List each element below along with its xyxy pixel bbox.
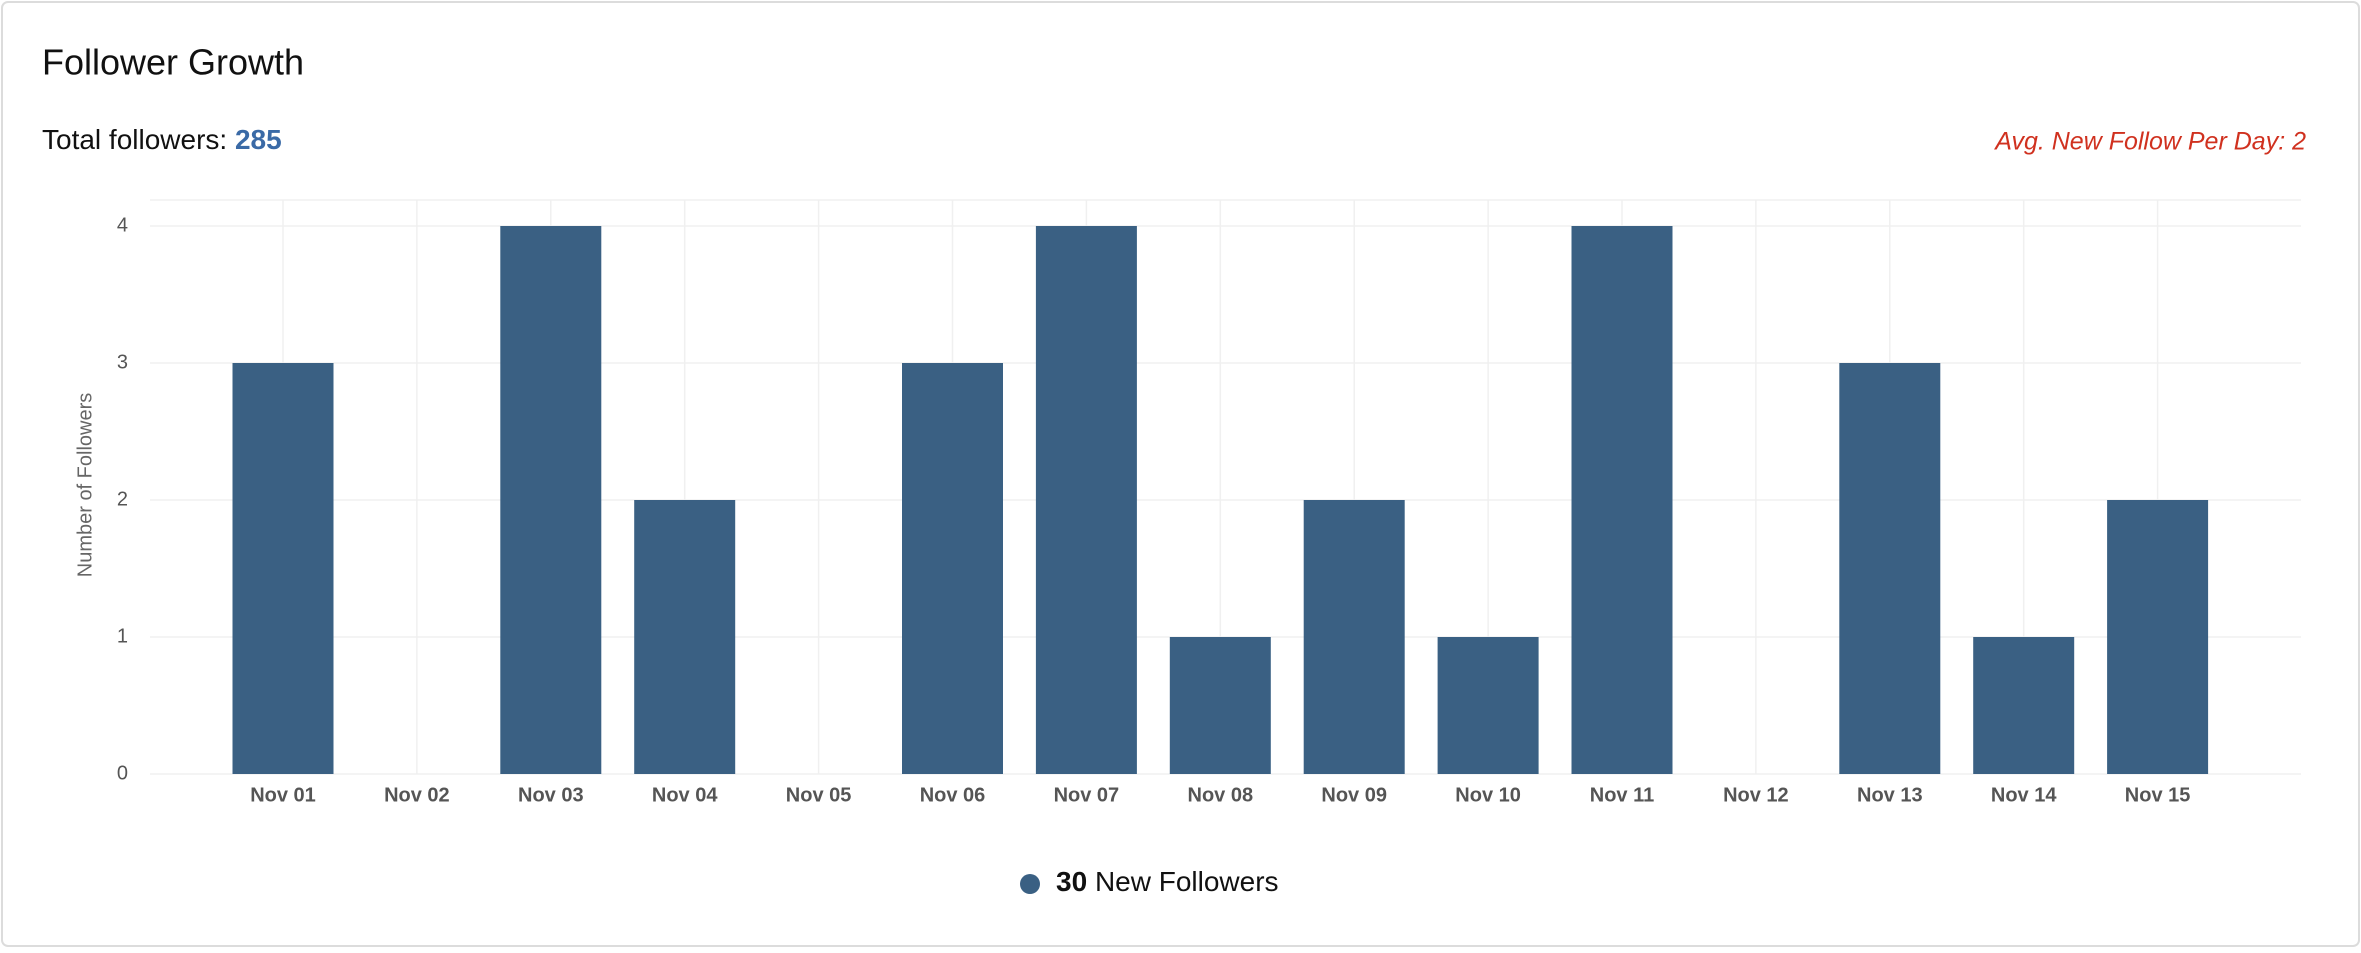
x-tick-label: Nov 08 [1188,784,1254,806]
bar [1571,226,1673,774]
bar [1303,500,1405,774]
legend-marker [1020,874,1040,894]
bar [1973,637,2075,774]
legend-label: New Followers [1095,866,1279,897]
bar [2107,500,2209,774]
legend-total: 30 [1056,866,1087,897]
y-tick-label: 4 [117,214,128,236]
x-tick-label: Nov 01 [250,784,316,806]
x-tick-label: Nov 15 [2125,784,2191,806]
bar [1437,637,1539,774]
y-tick-label: 0 [117,762,128,784]
y-tick-label: 2 [117,488,128,510]
legend-entry: 30 New Followers [1056,866,1279,897]
x-tick-label: Nov 11 [1590,784,1654,806]
bar [1839,363,1941,774]
bar [1169,637,1271,774]
total-value: 285 [235,124,282,155]
y-tick-label: 3 [117,351,128,373]
y-axis-label: Number of Followers [74,393,96,578]
x-tick-label: Nov 02 [384,784,450,806]
bar [902,363,1003,774]
x-tick-label: Nov 07 [1054,784,1120,806]
chart-title: Follower Growth [42,42,304,83]
average-note: Avg. New Follow Per Day: 2 [1993,128,2306,156]
x-tick-label: Nov 14 [1991,784,2057,806]
x-tick-label: Nov 09 [1321,784,1387,806]
x-tick-label: Nov 13 [1857,784,1923,806]
bar [634,500,736,774]
total-followers: Total followers: 285 [42,124,282,155]
x-tick-label: Nov 04 [652,784,718,806]
total-label: Total followers: [42,124,227,155]
bar [232,363,334,774]
y-tick-label: 1 [117,625,128,647]
x-tick-label: Nov 10 [1455,784,1521,806]
bar [500,226,602,774]
x-tick-label: Nov 05 [786,784,852,806]
x-tick-label: Nov 12 [1723,784,1789,806]
bar [1035,226,1137,774]
x-tick-label: Nov 06 [920,784,986,806]
x-tick-label: Nov 03 [518,784,584,806]
